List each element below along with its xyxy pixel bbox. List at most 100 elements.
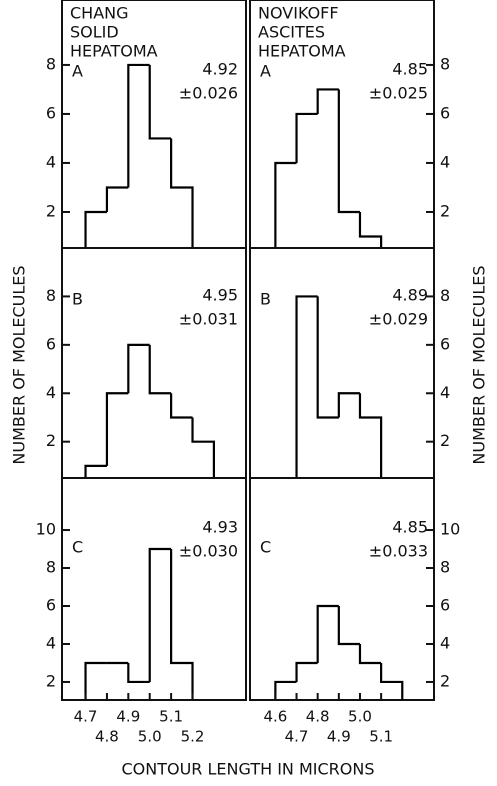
histogram-step <box>274 680 297 700</box>
histogram-step <box>148 344 172 395</box>
panel-frame <box>249 477 435 701</box>
histogram-step <box>84 464 107 478</box>
y-tick-label: 6 <box>46 595 56 614</box>
panel-frame <box>61 247 247 479</box>
histogram-step <box>358 393 383 478</box>
y-tick-label: 8 <box>46 54 56 73</box>
histogram-step <box>358 211 383 248</box>
annotation: ±0.025 <box>369 84 428 103</box>
annotation: ±0.030 <box>179 542 238 561</box>
y-tick-label: 2 <box>440 431 450 450</box>
y-tick-label: 4 <box>440 383 450 402</box>
histogram-step <box>295 661 318 682</box>
x-tick-label: 4.7 <box>74 708 98 726</box>
y-tick-label: 10 <box>440 520 460 539</box>
panel-letter: A <box>260 62 271 81</box>
histogram-step <box>170 549 194 700</box>
annotation: ±0.031 <box>179 310 238 329</box>
column-title: HEPATOMA <box>258 42 346 61</box>
annotation: ±0.033 <box>369 542 428 561</box>
x-tick-label: 5.2 <box>181 728 205 746</box>
y-tick-label: 4 <box>440 152 450 171</box>
histogram-step <box>295 112 318 163</box>
x-tick-label: 4.7 <box>285 728 309 746</box>
histogram-step <box>337 89 360 214</box>
x-tick-label: 4.8 <box>95 728 119 746</box>
histogram-step <box>84 661 107 700</box>
y-axis-label: NUMBER OF MOLECULES <box>470 265 489 464</box>
histogram-step <box>316 88 339 114</box>
histogram-step <box>127 63 150 188</box>
x-tick-label: 5.0 <box>138 728 162 746</box>
histogram-step <box>274 161 297 248</box>
histogram-step <box>316 296 339 419</box>
histogram-step <box>380 662 404 700</box>
y-tick-label: 8 <box>440 558 450 577</box>
histogram-step <box>337 392 360 418</box>
histogram-step <box>358 643 382 665</box>
y-tick-label: 4 <box>440 633 450 652</box>
annotation: 4.95 <box>202 286 238 305</box>
histogram-step <box>148 547 172 682</box>
x-axis-label: CONTOUR LENGTH IN MICRONS <box>121 760 374 779</box>
y-tick-label: 6 <box>46 334 56 353</box>
panel-frame <box>249 247 435 479</box>
annotation: ±0.026 <box>179 84 238 103</box>
histogram-step <box>84 210 107 248</box>
y-tick-label: 10 <box>36 520 56 539</box>
y-tick-label: 2 <box>46 431 56 450</box>
x-tick-label: 5.0 <box>348 708 372 726</box>
histogram-step <box>105 186 129 212</box>
y-tick-label: 6 <box>440 334 450 353</box>
y-tick-label: 8 <box>46 558 56 577</box>
x-tick-label: 4.8 <box>306 708 330 726</box>
x-tick-label: 5.1 <box>159 708 183 726</box>
histogram-step <box>170 393 193 419</box>
column-title: SOLID <box>70 23 119 42</box>
histogram-step <box>191 417 216 478</box>
panel-letter: A <box>72 62 83 81</box>
y-tick-label: 2 <box>46 671 56 690</box>
y-tick-label: 4 <box>46 152 56 171</box>
y-tick-label: 8 <box>440 286 450 305</box>
histogram-step <box>170 138 194 248</box>
panel-letter: B <box>72 290 83 309</box>
x-tick-label: 4.9 <box>327 728 351 746</box>
histogram-step <box>337 605 360 646</box>
column-title: CHANG <box>70 4 129 23</box>
y-tick-label: 2 <box>440 671 450 690</box>
y-tick-label: 4 <box>46 633 56 652</box>
annotation: 4.89 <box>392 286 428 305</box>
y-tick-label: 6 <box>440 595 450 614</box>
panel-letter: B <box>260 290 271 309</box>
histogram-step <box>295 295 318 478</box>
histogram-step <box>316 604 339 663</box>
y-tick-label: 2 <box>440 201 450 220</box>
y-tick-label: 6 <box>46 103 56 122</box>
column-title: NOVIKOFF <box>258 4 339 23</box>
panel-letter: C <box>72 538 83 557</box>
y-tick-label: 8 <box>440 54 450 73</box>
panel-frame <box>61 477 247 701</box>
annotation: 4.93 <box>202 518 238 537</box>
x-tick-label: 4.6 <box>263 708 287 726</box>
histogram-step <box>105 392 129 466</box>
annotation: 4.85 <box>392 518 428 537</box>
histogram-step <box>127 662 150 684</box>
annotation: 4.92 <box>202 60 238 79</box>
y-tick-label: 4 <box>46 383 56 402</box>
panel-letter: C <box>260 538 271 557</box>
y-tick-label: 8 <box>46 286 56 305</box>
x-tick-label: 5.1 <box>369 728 393 746</box>
y-axis-label: NUMBER OF MOLECULES <box>10 265 29 464</box>
column-title: HEPATOMA <box>70 42 158 61</box>
histogram-step <box>127 343 150 394</box>
column-title: ASCITES <box>258 23 325 42</box>
y-tick-label: 2 <box>46 201 56 220</box>
annotation: 4.85 <box>392 60 428 79</box>
x-tick-label: 4.9 <box>116 708 140 726</box>
y-tick-label: 6 <box>440 103 450 122</box>
annotation: ±0.029 <box>369 310 428 329</box>
histogram-step <box>148 64 172 140</box>
